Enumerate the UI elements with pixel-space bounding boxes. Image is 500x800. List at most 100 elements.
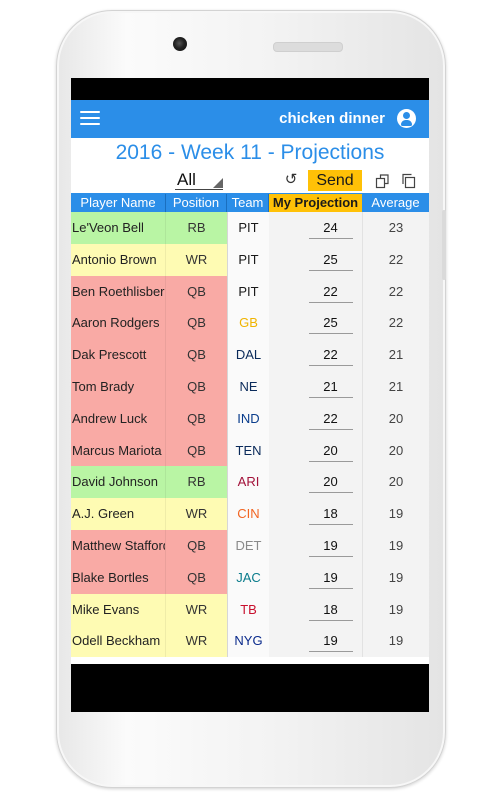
average-cell: 20 (362, 402, 429, 435)
table-row: Matthew Stafford QB DET 19 19 (71, 529, 429, 562)
col-team[interactable]: Team (227, 194, 269, 212)
projection-input[interactable]: 20 (308, 441, 353, 462)
col-average[interactable]: Average (371, 195, 420, 210)
average-cell: 23 (362, 212, 429, 244)
paste-icon[interactable] (401, 173, 417, 189)
average-cell: 20 (362, 466, 429, 499)
projection-cell: 20 (269, 466, 362, 499)
position-cell: QB (165, 307, 227, 340)
position-cell: QB (165, 370, 227, 403)
projection-input[interactable]: 22 (308, 409, 353, 430)
account-circle-icon[interactable] (397, 109, 416, 128)
average-cell: 21 (362, 339, 429, 371)
position-cell: WR (165, 625, 227, 658)
player-name-cell[interactable]: Aaron Rodgers (71, 307, 166, 340)
projection-cell: 19 (269, 561, 362, 594)
table-row: David Johnson RB ARI 20 20 (71, 466, 429, 499)
table-row: Antonio Brown WR PIT 25 22 (71, 243, 429, 276)
projection-cell: 25 (269, 243, 362, 276)
player-name-cell[interactable]: Le'Veon Bell (71, 212, 166, 244)
player-name-cell[interactable]: Ben Roethlisberger (71, 275, 166, 308)
projection-input[interactable]: 18 (308, 504, 353, 526)
undo-icon[interactable]: ↺ (284, 171, 298, 188)
dropdown-triangle-icon (213, 178, 223, 188)
average-cell: 22 (362, 307, 429, 340)
player-name-cell[interactable]: Mike Evans (71, 593, 166, 626)
player-name-cell[interactable]: Andrew Luck (71, 402, 166, 435)
table-row: Andrew Luck QB IND 22 20 (71, 402, 429, 435)
player-name-cell[interactable]: Antonio Brown (71, 243, 166, 276)
col-player-name[interactable]: Player Name (71, 194, 166, 212)
projection-cell: 18 (269, 593, 362, 626)
filter-value: All (177, 170, 196, 189)
table-row: A.J. Green WR CIN 18 19 (71, 498, 429, 530)
projection-input[interactable]: 24 (308, 218, 353, 239)
team-cell: TB (227, 593, 269, 626)
team-cell: PIT (227, 212, 269, 244)
position-cell: WR (165, 498, 227, 530)
team-cell: NYG (227, 625, 269, 658)
table-row: Ben RoethlisbergerQBPIT 22 22 (71, 275, 429, 308)
average-cell: 20 (362, 434, 429, 467)
table-header: Player Name Position Team My Projection … (71, 193, 429, 212)
projection-input[interactable]: 19 (308, 536, 353, 557)
hamburger-menu-icon[interactable] (80, 111, 100, 127)
position-cell: QB (165, 561, 227, 594)
projection-input[interactable]: 25 (308, 250, 353, 271)
col-position[interactable]: Position (166, 194, 227, 212)
team-cell: PIT (227, 275, 269, 308)
projection-input[interactable]: 19 (308, 631, 353, 653)
app-title: chicken dinner (279, 110, 385, 127)
player-table-body: Le'Veon Bell RB PIT 24 23 Antonio Brown WR PIT 2… (71, 212, 429, 658)
team-cell: NE (227, 370, 269, 403)
team-cell: JAC (227, 561, 269, 594)
page-title: 2016 - Week 11 - Projections (115, 141, 385, 164)
projection-input[interactable]: 18 (308, 600, 353, 621)
front-camera (173, 37, 187, 51)
projection-input[interactable]: 22 (308, 345, 353, 367)
projection-input[interactable]: 19 (308, 568, 353, 589)
average-cell: 19 (362, 561, 429, 594)
player-name-cell[interactable]: Dak Prescott (71, 339, 166, 371)
player-name-cell[interactable]: Tom Brady (71, 370, 166, 403)
position-cell: QB (165, 529, 227, 562)
player-name-cell[interactable]: Marcus Mariota (71, 434, 166, 467)
col-my-projection[interactable]: My Projection (269, 194, 362, 212)
player-name-cell[interactable]: Matthew Stafford (71, 529, 166, 562)
team-cell: IND (227, 402, 269, 435)
team-cell: TEN (227, 434, 269, 467)
table-row: Odell Beckham WR NYG 19 19 (71, 625, 429, 658)
team-cell: GB (227, 307, 269, 340)
copy-icon[interactable] (375, 173, 391, 189)
table-row: Tom Brady QB NE 21 21 (71, 370, 429, 403)
table-row: Blake Bortles QB JAC 19 19 (71, 561, 429, 594)
projection-input[interactable]: 25 (308, 313, 353, 335)
average-cell: 21 (362, 370, 429, 403)
send-button[interactable]: Send (308, 170, 362, 191)
table-row: Mike Evans WR TB 18 19 (71, 593, 429, 626)
projection-input[interactable]: 20 (308, 472, 353, 494)
team-cell: DAL (227, 339, 269, 371)
position-cell: QB (165, 275, 227, 308)
position-cell: RB (165, 212, 227, 244)
player-name-cell[interactable]: Odell Beckham (71, 625, 166, 658)
team-cell: ARI (227, 466, 269, 499)
projection-cell: 19 (269, 625, 362, 658)
volume-button (442, 210, 446, 280)
player-name-cell[interactable]: David Johnson (71, 466, 166, 499)
projection-cell: 20 (269, 434, 362, 467)
player-name-cell[interactable]: Blake Bortles (71, 561, 166, 594)
projection-cell: 21 (269, 370, 362, 403)
player-name-cell[interactable]: A.J. Green (71, 498, 166, 530)
projection-cell: 19 (269, 529, 362, 562)
app-bar: chicken dinner (71, 100, 429, 138)
team-cell: CIN (227, 498, 269, 530)
projection-input[interactable]: 22 (308, 282, 353, 303)
projection-cell: 22 (269, 275, 362, 308)
position-cell: QB (165, 402, 227, 435)
table-row: Dak Prescott QB DAL 22 21 (71, 339, 429, 371)
position-filter-select[interactable]: All (175, 170, 223, 190)
projection-input[interactable]: 21 (308, 377, 353, 398)
average-cell: 19 (362, 625, 429, 658)
toolbar: All ↺ Send (71, 170, 429, 192)
